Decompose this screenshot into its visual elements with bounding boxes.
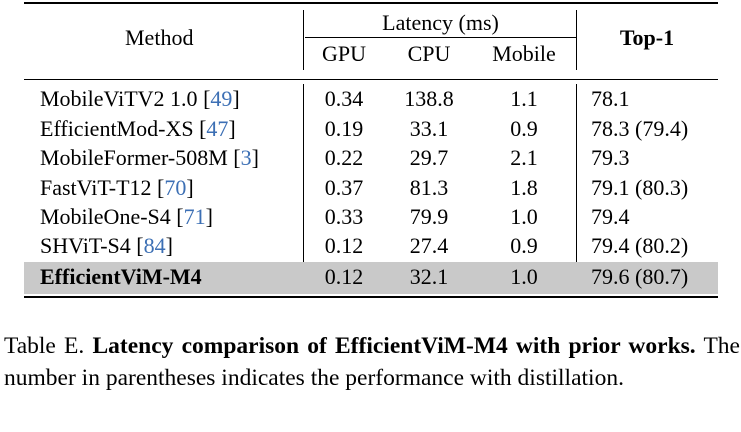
vline-top1-body (576, 84, 577, 292)
citation-link[interactable]: 47 (206, 116, 229, 141)
vline-top1-header (576, 10, 577, 70)
citation-link[interactable]: 84 (143, 233, 166, 258)
row-cpu: 33.1 (409, 116, 449, 141)
row-method: MobileFormer-508M [3] (40, 145, 259, 170)
row-gpu: 0.22 (324, 145, 364, 170)
top-rule (24, 2, 718, 4)
row-top1: 79.4 (591, 204, 630, 229)
row-mobile: 1.8 (510, 175, 538, 200)
vline-method-body (303, 84, 304, 292)
row-gpu: 0.33 (324, 204, 364, 229)
row-top1: 79.6 (80.7) (591, 264, 689, 289)
table-caption: Table E. Latency comparison of Efficient… (4, 330, 740, 394)
caption-rest: The number in parentheses indicates the … (4, 333, 740, 391)
row-method-ours: EfficientViM-M4 (40, 264, 202, 289)
highlight-row-bg (24, 262, 718, 294)
header-gpu: GPU (321, 41, 366, 66)
row-top1: 78.3 (79.4) (591, 116, 689, 141)
row-method: SHViT-S4 [84] (40, 233, 173, 258)
row-gpu: 0.19 (324, 116, 364, 141)
row-method: FastViT-T12 [70] (40, 175, 194, 200)
row-cpu: 79.9 (409, 204, 449, 229)
row-top1: 79.3 (591, 145, 630, 170)
row-gpu: 0.12 (324, 233, 364, 258)
row-cpu: 138.8 (404, 86, 454, 111)
row-gpu: 0.12 (324, 264, 364, 289)
header-rule (24, 79, 718, 80)
row-mobile: 1.0 (510, 264, 538, 289)
header-top1: Top-1 (619, 25, 675, 50)
bottom-rule (24, 296, 718, 298)
row-cpu: 32.1 (409, 264, 449, 289)
row-mobile: 1.1 (510, 86, 538, 111)
row-method: MobileOne-S4 [71] (40, 204, 213, 229)
row-mobile: 0.9 (510, 116, 538, 141)
row-gpu: 0.37 (324, 175, 364, 200)
row-gpu: 0.34 (324, 86, 364, 111)
row-top1: 79.1 (80.3) (591, 175, 689, 200)
header-latency-group: Latency (ms) (382, 10, 499, 35)
row-cpu: 29.7 (409, 145, 449, 170)
latency-group-underline (305, 37, 576, 38)
row-mobile: 2.1 (510, 145, 538, 170)
row-mobile: 0.9 (510, 233, 538, 258)
caption-bold: Latency comparison of EfficientViM-M4 wi… (92, 333, 696, 359)
row-method: EfficientMod-XS [47] (40, 116, 236, 141)
caption-label: Table E. (4, 333, 93, 359)
row-method: MobileViTV2 1.0 [49] (40, 86, 240, 111)
citation-link[interactable]: 3 (240, 145, 252, 170)
header-mobile: Mobile (492, 41, 556, 66)
row-top1: 78.1 (591, 86, 630, 111)
citation-link[interactable]: 70 (164, 175, 187, 200)
row-cpu: 81.3 (409, 175, 449, 200)
header-method: Method (125, 25, 194, 50)
vline-method-header (303, 10, 304, 70)
row-top1: 79.4 (80.2) (591, 233, 689, 258)
citation-link[interactable]: 49 (210, 86, 233, 111)
header-cpu: CPU (407, 41, 451, 66)
row-mobile: 1.0 (510, 204, 538, 229)
citation-link[interactable]: 71 (183, 204, 206, 229)
row-cpu: 27.4 (409, 233, 449, 258)
